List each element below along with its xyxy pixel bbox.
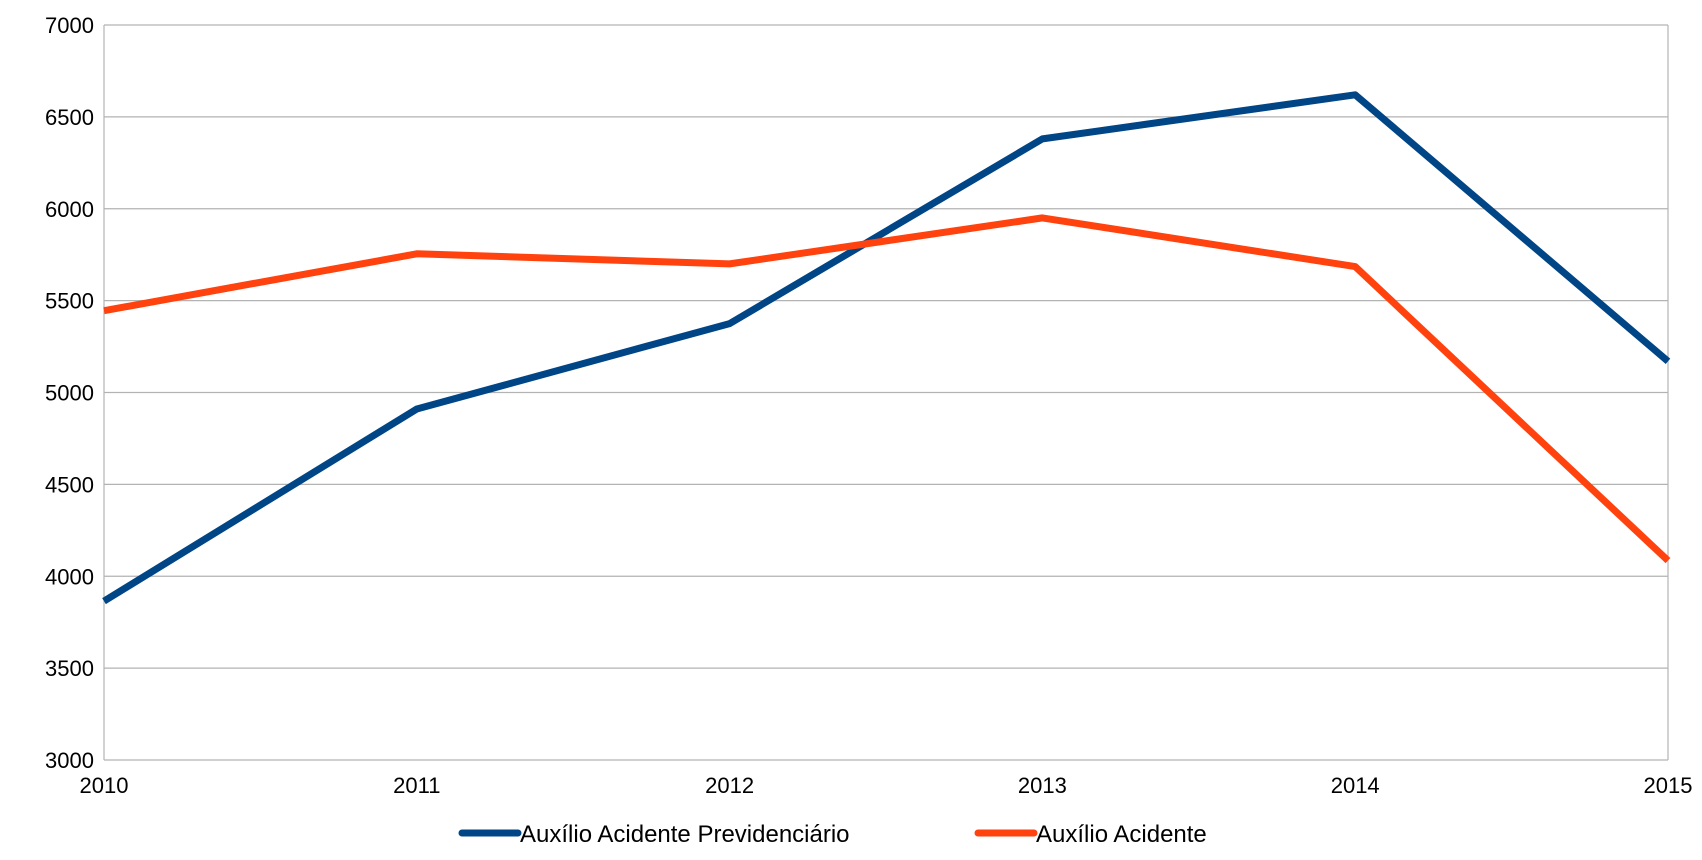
series-line-1 [102,91,1671,605]
y-tick-label: 3000 [45,748,94,773]
x-tick-label: 2012 [705,773,754,798]
gridlines [103,24,1669,761]
y-tick-label: 6000 [45,197,94,222]
x-tick-label: 2013 [1018,773,1067,798]
x-tick-label: 2014 [1331,773,1380,798]
x-tick-label: 2015 [1644,773,1693,798]
y-tick-label: 4500 [45,472,94,497]
y-tick-label: 4000 [45,564,94,589]
y-tick-label: 7000 [45,13,94,38]
x-axis-tick-labels: 2010 2011 2012 2013 2014 2015 [80,773,1693,798]
y-tick-label: 5500 [45,289,94,314]
x-tick-label: 2011 [393,773,440,798]
y-axis-tick-labels: 3000 3500 4000 4500 5000 5500 6000 6500 7000 [45,13,94,773]
y-tick-label: 5000 [45,381,94,406]
x-tick-label: 2010 [80,773,129,798]
y-tick-label: 6500 [45,105,94,130]
y-tick-label: 3500 [45,656,94,681]
series-line-2 [103,214,1671,564]
series-lines [102,91,1671,605]
legend-label-2: Auxílio Acidente [1036,821,1207,848]
legend-label-1: Auxílio Acidente Previdenciário [520,821,850,848]
legend: Auxílio Acidente Previdenciário Auxílio A… [458,821,1207,848]
